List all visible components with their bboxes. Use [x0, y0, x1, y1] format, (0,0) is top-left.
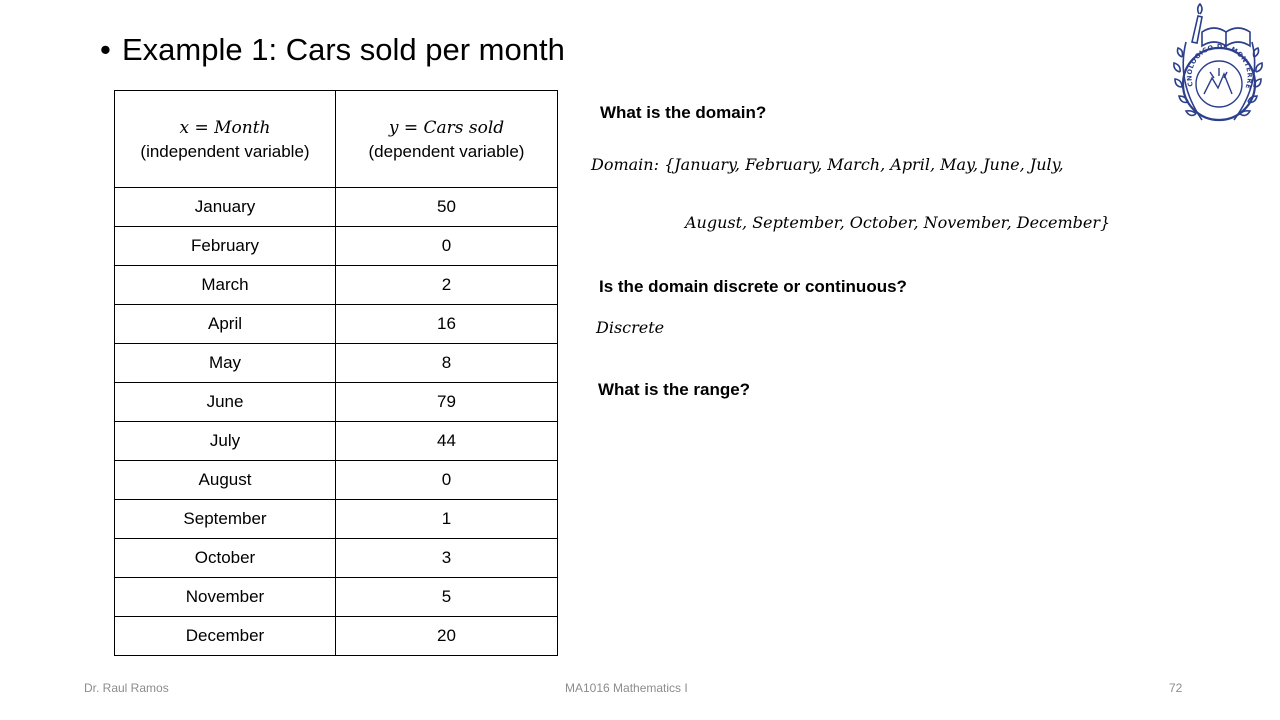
table-row: March 2	[114, 265, 558, 305]
table-row: April 16	[114, 304, 558, 344]
table-row: May 8	[114, 343, 558, 383]
month-cell: July	[114, 421, 336, 461]
slide-title: • Example 1: Cars sold per month	[100, 32, 565, 68]
tec-monterrey-seal-icon: TECNOLOGICO DE MONTERREY	[1172, 2, 1263, 122]
header-math-y: y = Cars sold	[388, 117, 505, 138]
table-row: October 3	[114, 538, 558, 578]
answer-domain-line1: Domain: {January, February, March, April…	[591, 155, 1064, 174]
cars-sold-cell: 0	[335, 226, 558, 266]
month-cell: October	[114, 538, 336, 578]
cars-sold-cell: 8	[335, 343, 558, 383]
month-cell: January	[114, 187, 336, 227]
table-body: January 50 February 0 March 2 April 16 May 8 June 7…	[114, 187, 558, 656]
footer-course: MA1016 Mathematics I	[565, 681, 688, 695]
month-cell: December	[114, 616, 336, 656]
table-row: July 44	[114, 421, 558, 461]
question-discrete: Is the domain discrete or continuous?	[599, 277, 907, 296]
table-row: December 20	[114, 616, 558, 656]
cars-sold-cell: 20	[335, 616, 558, 656]
cars-sold-cell: 79	[335, 382, 558, 422]
header-label-dependent: (dependent variable)	[368, 141, 525, 161]
month-cell: February	[114, 226, 336, 266]
month-cell: June	[114, 382, 336, 422]
table-row: June 79	[114, 382, 558, 422]
month-cell: March	[114, 265, 336, 305]
month-cell: August	[114, 460, 336, 500]
header-label-independent: (independent variable)	[140, 141, 310, 161]
table-row: November 5	[114, 577, 558, 617]
answer-discrete: Discrete	[596, 318, 665, 337]
answer-domain-line2: August, September, October, November, De…	[685, 213, 1111, 232]
footer-page-number: 72	[1169, 681, 1183, 695]
cars-sold-table: x = Month (independent variable) y = Car…	[114, 90, 558, 656]
table-row: January 50	[114, 187, 558, 227]
month-cell: April	[114, 304, 336, 344]
month-cell: May	[114, 343, 336, 383]
table-row: August 0	[114, 460, 558, 500]
cars-sold-cell: 44	[335, 421, 558, 461]
cars-sold-cell: 5	[335, 577, 558, 617]
question-range: What is the range?	[598, 380, 751, 399]
cars-sold-cell: 1	[335, 499, 558, 539]
table-row: September 1	[114, 499, 558, 539]
table-header-row: x = Month (independent variable) y = Car…	[114, 90, 558, 188]
cars-sold-cell: 16	[335, 304, 558, 344]
table-row: February 0	[114, 226, 558, 266]
header-math-x: x = Month	[179, 117, 271, 138]
month-cell: November	[114, 577, 336, 617]
cars-sold-cell: 3	[335, 538, 558, 578]
header-independent: x = Month (independent variable)	[114, 90, 336, 188]
bullet-icon: •	[100, 32, 111, 67]
month-cell: September	[114, 499, 336, 539]
slide-title-text: Example 1: Cars sold per month	[122, 32, 565, 67]
cars-sold-cell: 0	[335, 460, 558, 500]
header-dependent: y = Cars sold (dependent variable)	[335, 90, 558, 188]
footer-author: Dr. Raul Ramos	[84, 681, 169, 695]
cars-sold-cell: 2	[335, 265, 558, 305]
cars-sold-cell: 50	[335, 187, 558, 227]
question-domain: What is the domain?	[600, 103, 767, 122]
